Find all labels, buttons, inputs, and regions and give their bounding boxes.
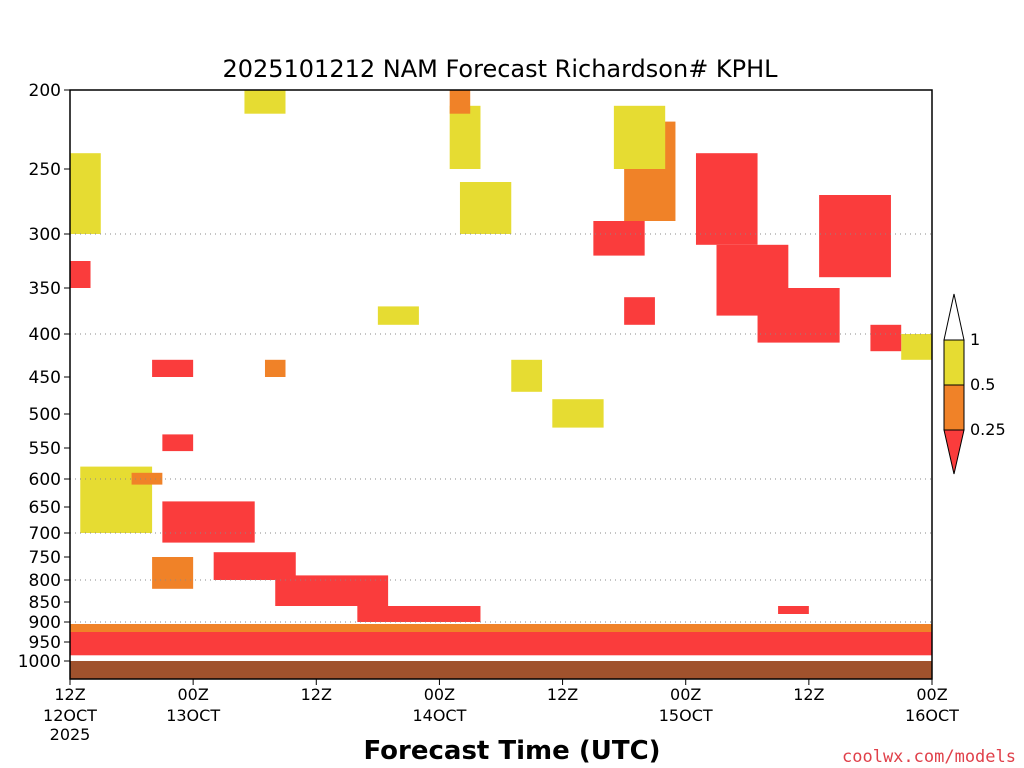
x-tick-label-top-2: 12Z [301, 685, 332, 704]
legend-bottom-arrow [943, 429, 965, 475]
ri-region-low-29 [778, 606, 809, 614]
x-tick-label-top-7: 00Z [916, 685, 947, 704]
ri-region-low-5 [357, 606, 481, 622]
y-tick-label-450: 450 [29, 368, 61, 388]
x-tick-label-top-6: 12Z [793, 685, 824, 704]
x-tick-label-bot-0: 2025 [50, 725, 91, 744]
y-tick-label-250: 250 [29, 160, 61, 180]
x-axis-label: Forecast Time (UTC) [363, 736, 660, 766]
x-tick-label-top-5: 00Z [670, 685, 701, 704]
ri-region-low-2 [162, 501, 255, 543]
y-tick-label-300: 300 [29, 225, 61, 245]
brand-label: coolwx.com/models [842, 747, 1016, 767]
legend-label-0.5: 0.5 [970, 375, 995, 394]
ri-region-high-14 [613, 105, 666, 169]
x-tick-label-mid-3: 14OCT [412, 706, 466, 725]
legend-top-arrow [943, 293, 965, 341]
ri-region-mid-18 [449, 90, 471, 114]
x-tick-label-mid-1: 13OCT [166, 706, 220, 725]
y-tick-label-200: 200 [29, 81, 61, 101]
y-tick-label-550: 550 [29, 439, 61, 459]
ri-region-high-20 [377, 306, 419, 325]
y-tick-label-700: 700 [29, 524, 61, 544]
ri-region-low-0 [70, 628, 932, 656]
x-tick-label-top-4: 12Z [547, 685, 578, 704]
legend-swatch-high [943, 339, 965, 386]
x-tick-label-mid-0: 12OCT [43, 706, 97, 725]
y-tick-label-650: 650 [29, 498, 61, 518]
chart-title: 2025101212 NAM Forecast Richardson# KPHL [222, 55, 778, 83]
ri-region-high-19 [459, 182, 512, 234]
ri-region-low-23 [70, 261, 91, 288]
ri-region-low-24 [152, 359, 194, 377]
x-tick-label-top-3: 00Z [424, 685, 455, 704]
ri-region-low-4 [275, 575, 389, 606]
ri-region-high-17 [449, 105, 481, 169]
colorbar-legend: 1 0.5 0.25 [943, 293, 1006, 475]
y-tick-label-750: 750 [29, 548, 61, 568]
ri-region-high-22 [70, 153, 101, 234]
x-tick-label-mid-5: 15OCT [659, 706, 713, 725]
y-tick-label-500: 500 [29, 405, 61, 425]
y-tick-label-950: 950 [29, 633, 61, 653]
ri-region-high-21 [244, 90, 286, 114]
ri-region-low-28 [870, 324, 902, 352]
x-tick-label-mid-7: 16OCT [905, 706, 959, 725]
x-tick-label-top-1: 00Z [177, 685, 208, 704]
ri-region-high-31 [511, 359, 543, 392]
plot-frame [69, 89, 933, 680]
y-axis: 200 250 300 350 400 450 500 550 600 650 700 750 8008… [18, 81, 70, 672]
ground-band [70, 661, 932, 679]
ri-region-low-25 [162, 434, 194, 452]
ri-region-low-12 [819, 195, 891, 278]
y-tick-label-400: 400 [29, 325, 61, 345]
ri-region-low-9 [695, 153, 758, 245]
ri-region-low-16 [624, 297, 655, 325]
legend-label-0.25: 0.25 [970, 420, 1006, 439]
plot-area [70, 90, 932, 679]
ri-region-mid-6 [152, 557, 194, 589]
ri-region-mid-26 [264, 359, 286, 377]
x-tick-label-top-0: 12Z [54, 685, 85, 704]
y-tick-label-800: 800 [29, 571, 61, 591]
y-tick-label-900: 900 [29, 613, 61, 633]
y-tick-label-1000: 1000 [18, 652, 61, 672]
legend-label-1: 1 [970, 330, 980, 349]
ri-region-mid-1 [70, 624, 932, 632]
ri-region-high-30 [552, 399, 604, 428]
legend-swatch-mid [943, 384, 965, 431]
ri-region-low-3 [213, 552, 296, 580]
y-tick-label-850: 850 [29, 593, 61, 613]
y-tick-label-600: 600 [29, 470, 61, 490]
ri-region-mid-8 [131, 472, 163, 485]
ri-region-low-15 [593, 221, 645, 256]
ri-region-high-27 [901, 334, 932, 360]
ri-region-low-11 [757, 288, 840, 343]
y-tick-label-350: 350 [29, 279, 61, 299]
